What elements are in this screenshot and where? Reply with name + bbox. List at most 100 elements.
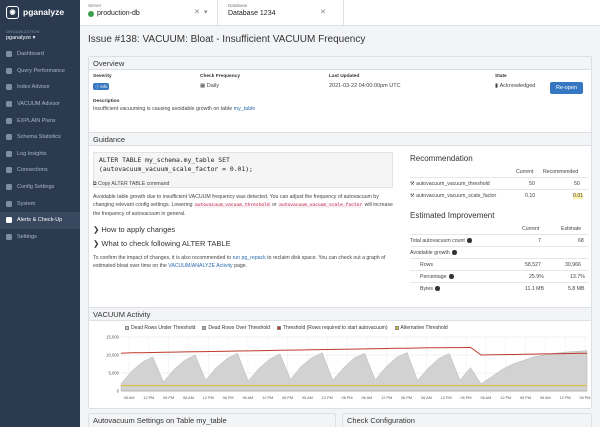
app-logo[interactable]: ◉ pganalyze [0,0,80,24]
imp-current-header: Current [522,226,540,232]
rec-recommended-header: Recommended [543,169,579,175]
how-apply-toggle[interactable]: ❯ How to apply changes [93,225,176,234]
what-check-toggle[interactable]: ❯ What to check following ALTER TABLE [93,239,231,248]
imp-bytes-estimate: 5.8 MB [568,286,585,292]
clear-server-icon[interactable]: ✕ [194,9,200,16]
x-tick-label: 12 PM [322,396,333,400]
sidebar-item-label: Settings [17,233,37,240]
imp-estimate-header: Estimate [561,226,582,232]
nav-icon [6,150,12,157]
x-tick-label: 06 PM [580,396,591,400]
database-value: Database 1234 [228,10,276,17]
info-icon[interactable] [435,286,440,291]
server-selector[interactable]: Server production-db [88,3,208,23]
sidebar-item-label: Alerts & Check-Up [17,217,63,224]
app-name: pganalyze [23,7,65,17]
sidebar-item-label: EXPLAIN Plans [17,117,56,124]
sidebar-item-connections[interactable]: Connections [0,162,80,179]
nav-icon [6,101,12,108]
legend-dead-over[interactable]: Dead Rows Over Threshold [202,325,270,331]
divider [410,282,588,283]
activity-link[interactable]: VACUUM/ANALYZE Activity [168,263,233,269]
database-selector[interactable]: Database Database 1234 [228,3,338,23]
state-label: State [495,74,507,79]
sidebar-item-settings[interactable]: Settings [0,229,80,246]
x-tick-label: 06 AM [243,396,254,400]
x-tick-label: 12 PM [143,396,154,400]
legend-alt-threshold[interactable]: Alternative Threshold [394,325,448,331]
x-tick-label: 06 AM [124,396,135,400]
nav-icon [6,200,12,207]
nav-icon [6,233,12,240]
activity-heading: VACUUM Activity [89,308,591,321]
nav-icon [6,217,12,224]
sidebar-item-label: Dashboard [17,51,44,58]
repack-link[interactable]: run pg_repack [232,255,266,261]
rec-row-threshold-current: 50 [529,181,535,187]
table-link[interactable]: my_table [233,106,256,112]
reopen-button[interactable]: Re-open [550,82,583,94]
chart-legend: Dead Rows Under Threshold Dead Rows Over… [125,325,448,331]
sidebar-item-explain-plans[interactable]: EXPLAIN Plans [0,112,80,129]
autovacuum-settings-heading: Autovacuum Settings on Table my_table [89,414,335,427]
guidance-panel: Guidance ALTER TABLE my_schema.my_table … [88,132,592,325]
sidebar-item-dashboard[interactable]: Dashboard [0,46,80,63]
main-content: Issue #138: VACUUM: Bloat - Insufficient… [80,26,600,427]
nav-icon [6,134,12,141]
sidebar-item-label: Connections [17,167,48,174]
sidebar-item-label: Config Settings [17,184,55,191]
y-tick-label: 15,000 [106,335,119,340]
copy-command-link[interactable]: ⧉ Copy ALTER TABLE command [93,181,170,187]
server-label: Server [88,3,102,8]
sidebar-item-label: System [17,200,36,207]
sidebar-item-system[interactable]: System [0,195,80,212]
frequency-label: Check Frequency [200,74,240,79]
nav-icon [6,117,12,124]
rec-row-threshold-name[interactable]: ⚒ autovacuum_vacuum_threshold [410,181,490,187]
y-tick-label: 10,000 [106,353,119,358]
divider [410,246,588,247]
clear-database-icon[interactable]: ✕ [320,9,326,16]
sidebar-item-schema-statistics[interactable]: Schema Statistics [0,129,80,146]
rec-row-scale-factor-current: 0.10 [525,193,536,199]
sidebar-item-config-settings[interactable]: Config Settings [0,179,80,196]
legend-dead-under[interactable]: Dead Rows Under Threshold [125,325,195,331]
check-configuration-heading: Check Configuration [343,414,591,427]
sidebar-item-vacuum-advisor[interactable]: VACUUM Advisor [0,96,80,113]
info-icon[interactable] [452,250,457,255]
page-title: Issue #138: VACUUM: Bloat - Insufficient… [88,34,366,45]
sidebar-item-alerts-check-up[interactable]: Alerts & Check-Up [0,211,80,229]
severity-badge: ⓘ Info [93,83,110,90]
imp-pct-current: 25.9% [529,274,544,280]
chevron-down-icon[interactable]: ▾ [204,9,208,16]
bookmark-icon: ▮ [495,83,500,89]
x-tick-label: 06 PM [282,396,293,400]
rec-row-scale-factor-name[interactable]: ⚒ autovacuum_vacuum_scale_factor [410,193,497,199]
legend-threshold[interactable]: Threshold (Rows required to start autova… [277,325,388,331]
imp-bytes-current: 11.1 MB [525,286,544,292]
imp-pct-label: Percentage [420,274,454,280]
x-tick-label: 06 AM [421,396,432,400]
x-tick-label: 06 PM [401,396,412,400]
sidebar: ◉ pganalyze ORGANIZATION pganalyze ▾ Das… [0,0,80,427]
org-switcher[interactable]: pganalyze ▾ [6,35,36,41]
x-tick-label: 06 PM [520,396,531,400]
x-tick-label: 06 AM [480,396,491,400]
guidance-heading: Guidance [89,133,591,146]
elephant-logo-icon: ◉ [6,5,19,19]
sidebar-item-index-advisor[interactable]: Index Advisor [0,79,80,96]
info-icon[interactable] [449,274,454,279]
imp-pct-estimate: 13.7% [570,274,585,280]
imp-bytes-label: Bytes [420,286,440,292]
sidebar-item-log-insights[interactable]: Log Insights [0,146,80,163]
divider [410,270,588,271]
description-text: Insufficient vacuuming is causing avoida… [93,106,256,112]
x-tick-label: 06 AM [183,396,194,400]
database-label: Database [228,3,248,8]
x-tick-label: 12 PM [560,396,571,400]
x-tick-label: 12 PM [381,396,392,400]
imp-rows-current: 58,527 [525,262,541,268]
info-icon[interactable] [467,238,472,243]
sidebar-item-query-performance[interactable]: Query Performance [0,63,80,80]
nav-icon [6,67,12,74]
